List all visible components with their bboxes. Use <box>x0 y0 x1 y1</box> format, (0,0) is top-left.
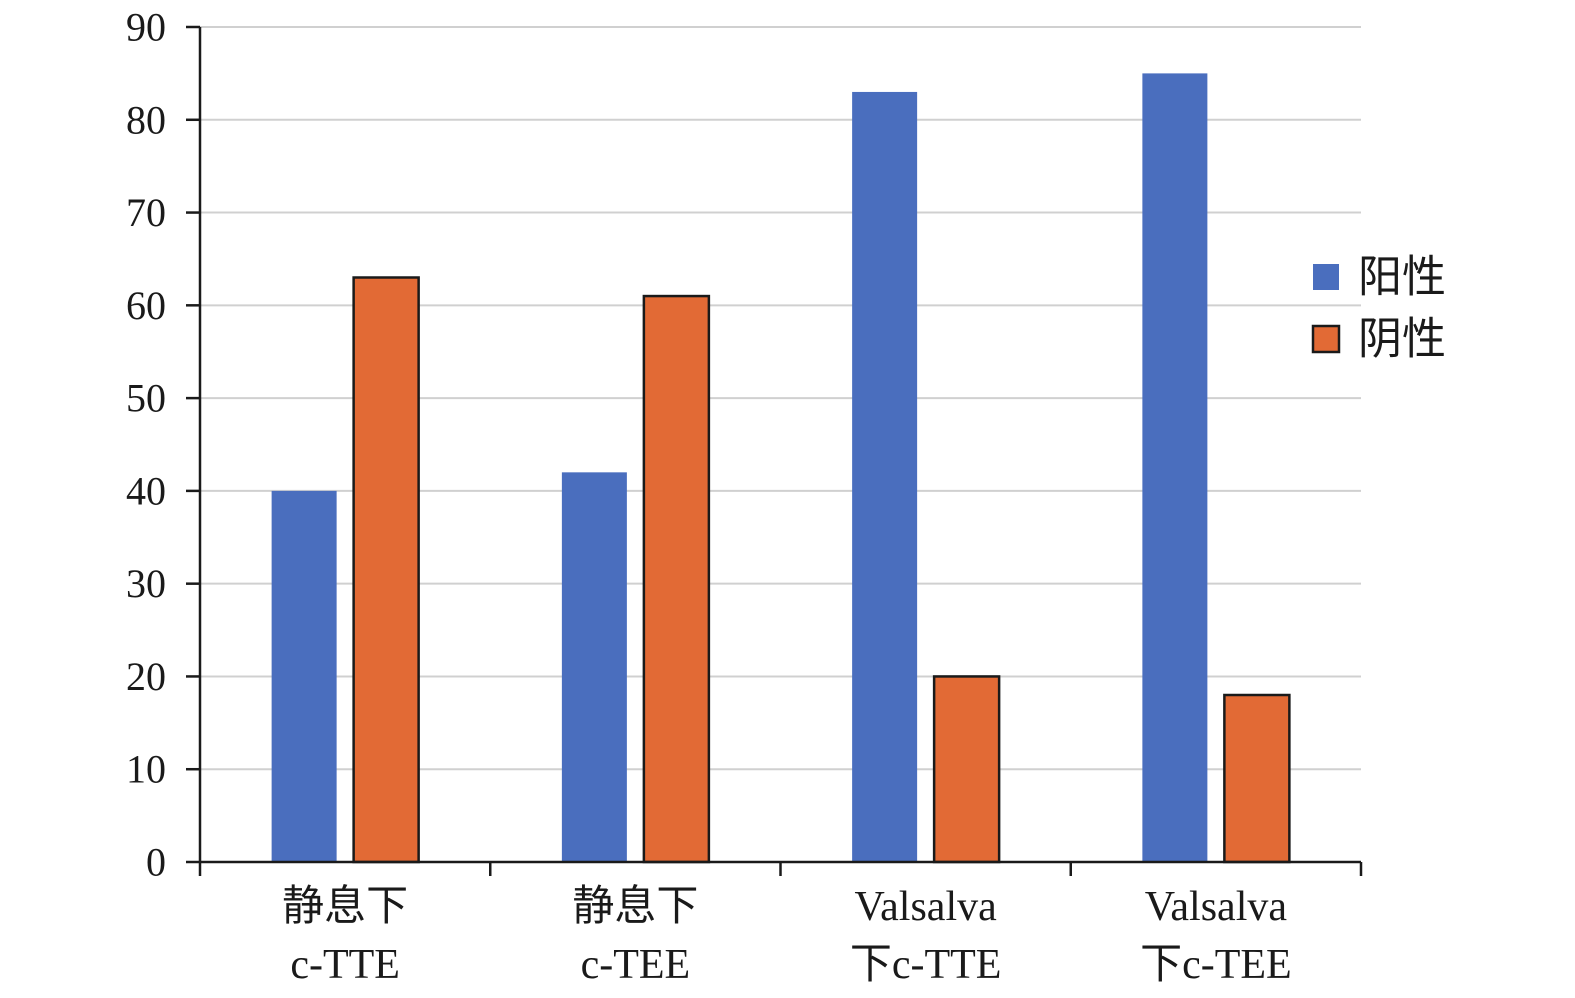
y-tick-label: 50 <box>126 376 166 421</box>
bars <box>271 73 1291 864</box>
x-tick-label: 下c-TEE <box>1140 942 1292 988</box>
y-tick-labels: 0 10 20 30 40 50 60 70 80 90 <box>126 5 166 885</box>
bar-positive <box>271 490 337 862</box>
bar-negative <box>642 294 711 864</box>
x-tick-label: c-TTE <box>290 942 400 988</box>
y-tick-label: 80 <box>126 97 166 142</box>
y-tick-label: 40 <box>126 468 166 513</box>
y-tick-label: 20 <box>126 654 166 699</box>
bar-negative <box>352 276 420 864</box>
x-tick-label: 静息下 <box>572 883 698 930</box>
legend-label: 阳性 <box>1358 253 1446 302</box>
y-tick-label: 30 <box>126 561 166 606</box>
x-tick-label: Valsalva <box>1145 884 1288 930</box>
bar-negative <box>1223 693 1291 864</box>
y-tick-label: 10 <box>126 747 166 792</box>
y-tick-label: 70 <box>126 190 166 235</box>
x-tick-label: 静息下 <box>282 883 408 930</box>
y-tick-label: 90 <box>126 5 166 50</box>
bar-negative <box>932 675 1001 864</box>
x-tick-labels: 静息下 c-TTE 静息下 c-TEE Valsalva 下c-TTE Valsalva 下c… <box>282 883 1292 988</box>
legend-label: 阴性 <box>1358 315 1446 364</box>
bar-positive <box>852 91 918 862</box>
axes <box>186 25 1363 876</box>
x-tick-label: 下c-TTE <box>850 942 1002 988</box>
legend-swatch <box>1311 324 1341 354</box>
x-tick-label: c-TEE <box>581 942 691 988</box>
y-tick-label: 60 <box>126 283 166 328</box>
bar-positive <box>561 472 627 862</box>
x-tick-label: Valsalva <box>854 884 997 930</box>
legend-swatch <box>1313 264 1339 290</box>
y-tick-label: 0 <box>146 840 166 885</box>
bar-positive <box>1142 73 1208 862</box>
